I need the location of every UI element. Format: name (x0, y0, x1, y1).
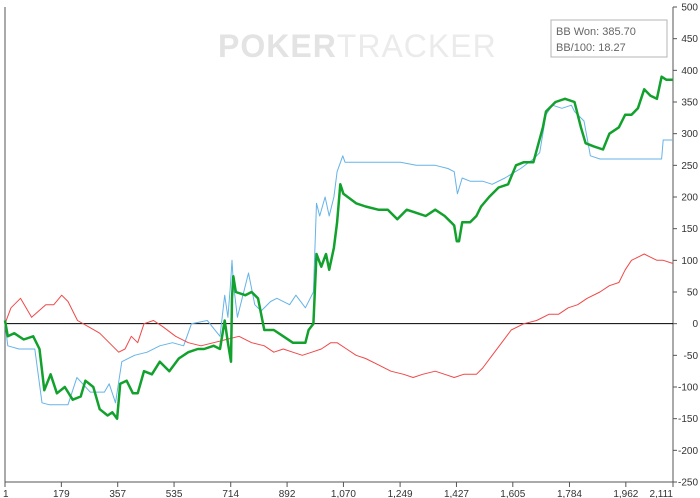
y-tick-label: 100 (681, 256, 698, 267)
y-tick-label: 150 (681, 224, 698, 235)
y-tick-label: -200 (678, 446, 698, 457)
y-tick-label: 400 (681, 66, 698, 77)
y-tick-label: -50 (684, 351, 699, 362)
x-tick-label: 1,605 (500, 489, 525, 498)
x-tick-label: 1,070 (331, 489, 356, 498)
y-tick-label: 200 (681, 193, 698, 204)
y-tick-label: 300 (681, 129, 698, 140)
x-tick-label: 1,962 (613, 489, 638, 498)
stats-bb-won: BB Won: 385.70 (556, 26, 636, 38)
x-tick-label: 2,111 (649, 489, 673, 498)
x-tick-label: 892 (279, 489, 296, 498)
y-tick-label: 50 (687, 288, 699, 299)
x-tick-label: 1,784 (557, 489, 582, 498)
x-tick-label: 1,249 (388, 489, 413, 498)
y-tick-label: 500 (681, 3, 698, 14)
y-tick-label: -100 (678, 383, 698, 394)
y-tick-label: -250 (678, 478, 698, 489)
series-line-3 (3, 75, 673, 420)
stats-box: BB Won: 385.70 BB/100: 18.27 (550, 19, 668, 58)
y-tick-label: 450 (681, 34, 698, 45)
y-tick-label: 350 (681, 98, 698, 109)
series-line-1 (4, 104, 673, 406)
y-tick-label: 250 (681, 161, 698, 172)
watermark-part-1: POKER (218, 28, 337, 64)
x-tick-label: 179 (53, 489, 70, 498)
x-tick-label: 1,427 (444, 489, 469, 498)
watermark-part-2: TRACKER (337, 28, 497, 64)
stats-bb-per-100: BB/100: 18.27 (556, 42, 626, 54)
watermark: POKERTRACKER (218, 28, 497, 64)
x-tick-label: 1 (3, 489, 9, 498)
y-tick-label: -150 (678, 414, 698, 425)
plot-area: 1 179 357 535 714 892 1,070 1,249 1,427 1,605 1,78… (3, 3, 698, 498)
x-tick-label: 357 (109, 489, 126, 498)
x-tick-label: 535 (166, 489, 183, 498)
watermark-text: POKERTRACKER (218, 28, 497, 64)
x-tick-label: 714 (222, 489, 239, 498)
stats-box-frame (550, 19, 668, 58)
series-line-2 (4, 253, 674, 378)
y-tick-label: 0 (692, 319, 698, 330)
